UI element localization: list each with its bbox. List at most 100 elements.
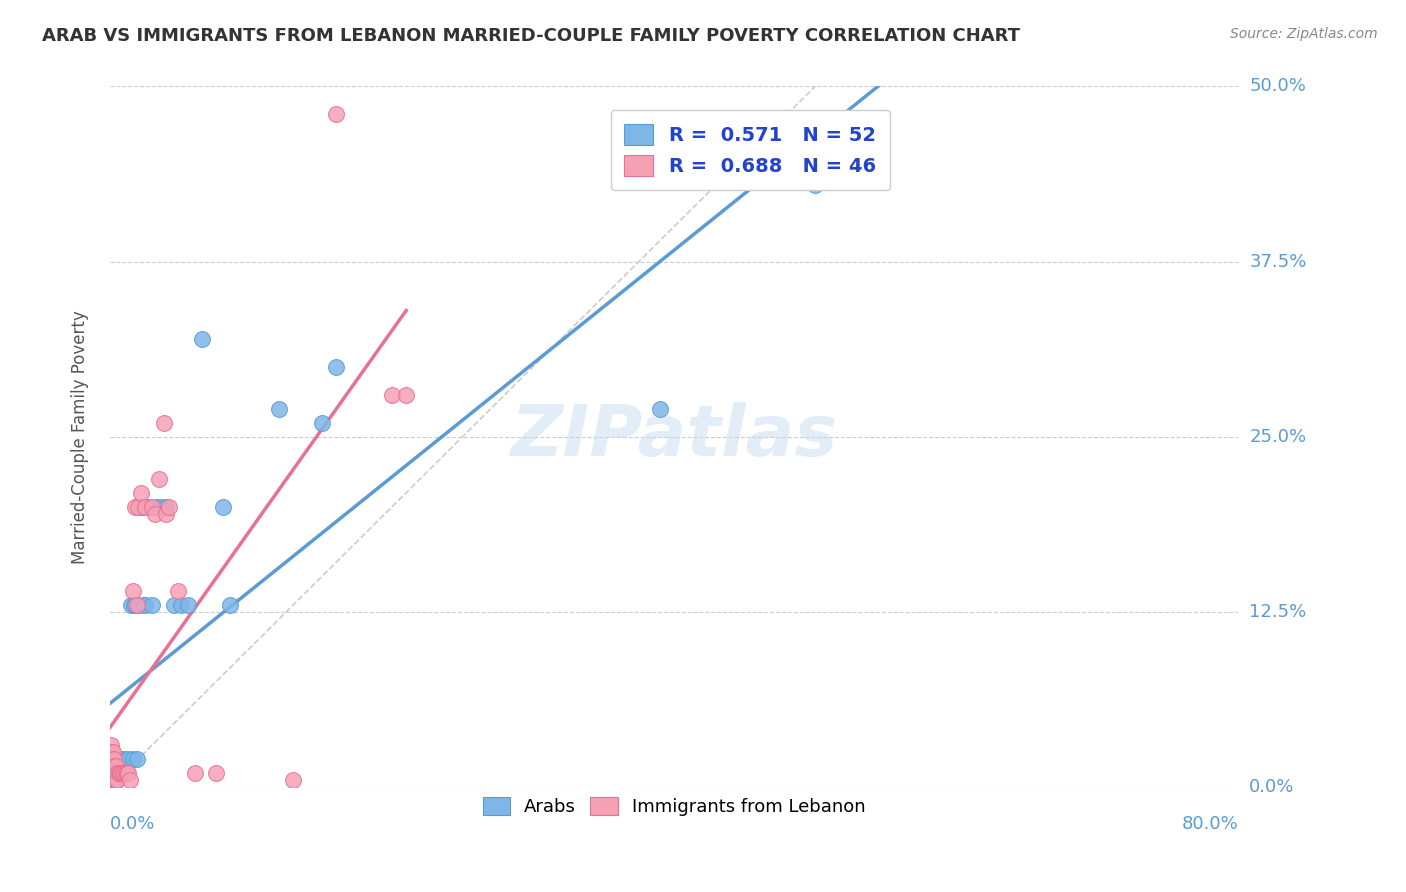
Point <box>111 765 134 780</box>
Point <box>155 507 177 521</box>
Point <box>101 765 124 780</box>
Point <box>122 598 145 612</box>
Point <box>176 598 198 612</box>
Point <box>110 765 132 780</box>
Point <box>110 765 132 780</box>
Point <box>134 500 156 514</box>
Point <box>155 500 177 514</box>
Point <box>141 598 163 612</box>
Point <box>846 163 869 178</box>
Point <box>107 752 129 766</box>
Point <box>804 178 827 192</box>
Text: ZIPatlas: ZIPatlas <box>510 402 838 471</box>
Point <box>157 500 180 514</box>
Point <box>115 765 138 780</box>
Point <box>145 500 167 514</box>
Text: 12.5%: 12.5% <box>1250 603 1306 621</box>
Point <box>169 598 191 612</box>
Point <box>381 387 404 401</box>
Point <box>152 416 174 430</box>
Point <box>127 500 149 514</box>
Point <box>103 765 125 780</box>
Point <box>112 752 135 766</box>
Point <box>108 759 131 773</box>
Text: 50.0%: 50.0% <box>1250 78 1306 95</box>
Legend: Arabs, Immigrants from Lebanon: Arabs, Immigrants from Lebanon <box>475 789 873 823</box>
Point <box>114 759 136 773</box>
Point <box>105 752 128 766</box>
Point <box>107 765 129 780</box>
Point <box>101 752 124 766</box>
Point <box>103 772 125 787</box>
Point <box>100 752 122 766</box>
Text: 0.0%: 0.0% <box>1250 778 1295 796</box>
Point <box>114 765 136 780</box>
Y-axis label: Married-Couple Family Poverty: Married-Couple Family Poverty <box>72 310 89 564</box>
Point <box>104 759 127 773</box>
Point <box>118 772 141 787</box>
Point <box>108 765 131 780</box>
Point <box>112 765 135 780</box>
Point <box>148 472 170 486</box>
Point <box>103 752 125 766</box>
Point <box>125 752 148 766</box>
Point <box>111 765 134 780</box>
Point <box>101 752 124 766</box>
Point <box>105 765 128 780</box>
Point <box>121 583 143 598</box>
Point <box>132 598 155 612</box>
Point <box>325 107 347 121</box>
Point <box>101 772 124 787</box>
Point <box>115 765 138 780</box>
Point <box>100 738 122 752</box>
Point <box>100 772 122 787</box>
Text: Source: ZipAtlas.com: Source: ZipAtlas.com <box>1230 27 1378 41</box>
Point <box>107 765 129 780</box>
Point <box>136 500 159 514</box>
Point <box>190 332 212 346</box>
Text: ARAB VS IMMIGRANTS FROM LEBANON MARRIED-COUPLE FAMILY POVERTY CORRELATION CHART: ARAB VS IMMIGRANTS FROM LEBANON MARRIED-… <box>42 27 1021 45</box>
Point <box>162 598 184 612</box>
Point <box>121 752 143 766</box>
Point <box>105 765 128 780</box>
Point <box>143 507 166 521</box>
Point <box>100 772 122 787</box>
Point <box>105 772 128 787</box>
Point <box>125 598 148 612</box>
Point <box>395 387 418 401</box>
Point <box>104 765 127 780</box>
Point <box>183 765 205 780</box>
Point <box>212 500 235 514</box>
Point <box>205 765 228 780</box>
Point <box>100 772 122 787</box>
Point <box>100 759 122 773</box>
Point <box>101 765 124 780</box>
Point <box>103 772 125 787</box>
Point <box>112 765 135 780</box>
Point <box>100 745 122 759</box>
Point <box>127 598 149 612</box>
Point <box>311 416 333 430</box>
Point <box>117 765 139 780</box>
Point <box>141 500 163 514</box>
Point <box>648 401 671 416</box>
Point <box>101 765 124 780</box>
Point <box>124 500 146 514</box>
Text: 25.0%: 25.0% <box>1250 427 1306 446</box>
Point <box>134 598 156 612</box>
Point <box>103 765 125 780</box>
Text: 80.0%: 80.0% <box>1181 815 1239 833</box>
Point <box>129 500 152 514</box>
Text: 37.5%: 37.5% <box>1250 252 1306 270</box>
Point <box>166 583 188 598</box>
Point <box>124 598 146 612</box>
Point <box>101 772 124 787</box>
Text: 0.0%: 0.0% <box>110 815 156 833</box>
Point <box>104 752 127 766</box>
Point <box>101 745 124 759</box>
Point <box>129 485 152 500</box>
Point <box>104 772 127 787</box>
Point <box>149 500 172 514</box>
Point <box>105 772 128 787</box>
Point <box>110 752 132 766</box>
